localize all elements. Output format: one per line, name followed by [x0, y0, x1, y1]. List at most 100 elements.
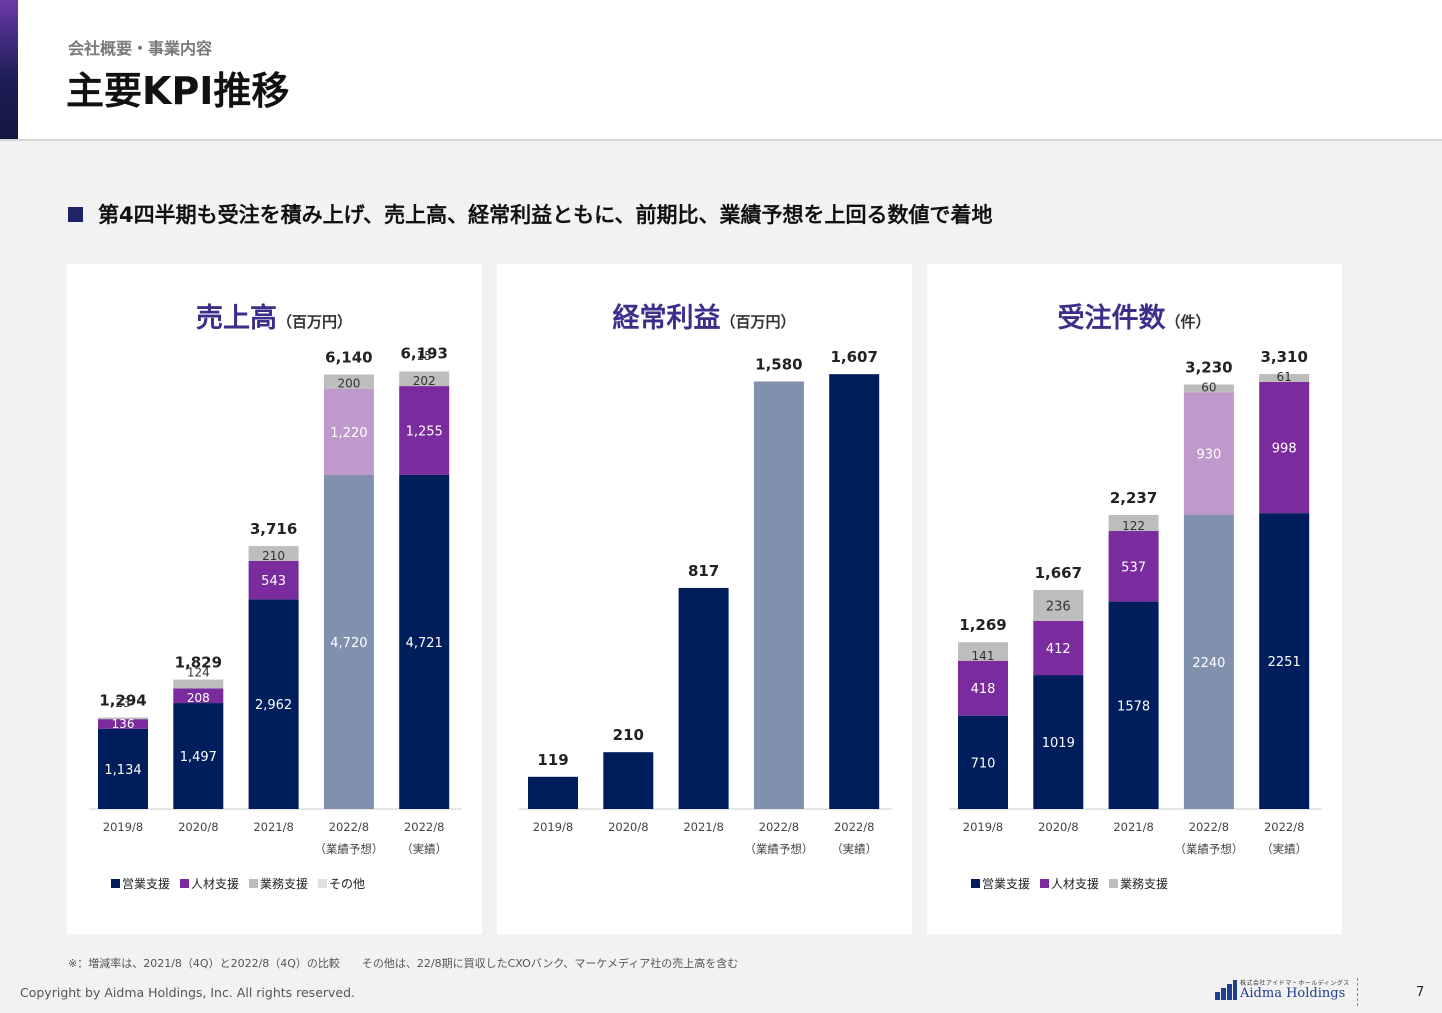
- chart-2-total-label-2: 2,237: [1110, 489, 1157, 507]
- header-accent-bar: [0, 0, 18, 139]
- breadcrumb: 会社概要・事業内容: [68, 39, 213, 58]
- chart-2-category-0: 2019/8: [963, 820, 1003, 834]
- header: 会社概要・事業内容 主要KPI推移: [0, 0, 1442, 141]
- chart-0-bar-2-seg-2: [248, 546, 299, 561]
- chart-2-bar-0-seg-2: [958, 642, 1008, 661]
- chart-0-value-label-4-0: 4,721: [406, 636, 443, 651]
- chart-0-legend-swatch-0: [111, 879, 120, 888]
- chart-0-total-label-3: 6,140: [325, 348, 372, 366]
- chart-1-bar-4-seg-0: [829, 374, 880, 809]
- chart-2-value-label-3-0: 2240: [1192, 656, 1225, 671]
- chart-2-value-label-0-1: 418: [971, 682, 996, 697]
- chart-0-legend-swatch-1: [180, 879, 189, 888]
- logo-company-kana: 株式会社アイドマ・ホールディングス: [1240, 979, 1350, 987]
- chart-2-value-label-2-0: 1578: [1117, 699, 1150, 714]
- chart-1-category-1: 2020/8: [608, 820, 648, 834]
- chart-2-legend-swatch-2: [1109, 879, 1118, 888]
- chart-2-bar-2-seg-2: [1108, 514, 1159, 532]
- chart-0-value-label-0-0: 1,134: [104, 763, 141, 778]
- chart-2-title-unit: （件）: [1165, 313, 1210, 331]
- panel-ordinary-profit: 経常利益（百万円） 119 2019/8 210 2020/8 817 2021/8 1,58…: [497, 264, 912, 934]
- chart-2-bar-0-seg-1: [958, 660, 1008, 716]
- logo-company-name: Aidma Holdings: [1240, 985, 1346, 1001]
- chart-2-bar-4-seg-2: [1259, 373, 1310, 382]
- chart-0-bar-4-seg-0: [399, 474, 450, 809]
- page-title: 主要KPI推移: [66, 69, 290, 113]
- chart-0-value-label-1-0: 1,497: [180, 750, 217, 765]
- chart-1-category-sub-3: （業績予想）: [744, 842, 813, 856]
- chart-2-legend-label-2: 業務支援: [1120, 877, 1168, 891]
- chart-1-title: 経常利益（百万円）: [612, 302, 795, 334]
- chart-2-value-label-2-1: 537: [1121, 560, 1146, 575]
- chart-2-bar-1-seg-1: [1033, 620, 1084, 676]
- chart-0-value-label-3-0: 4,720: [330, 636, 367, 651]
- chart-2-total-label-3: 3,230: [1185, 358, 1232, 376]
- chart-0-bar-1-seg-1: [173, 688, 224, 704]
- chart-0-bar-0-seg-1: [98, 719, 148, 729]
- chart-1-category-4: 2022/8: [834, 820, 874, 834]
- chart-1-category-2: 2021/8: [683, 820, 723, 834]
- chart-0-value-label-4-1: 1,255: [406, 424, 443, 439]
- orders-chart: 受注件数（件） 710 418 141 1,269 2019/8 1019 412 236 1,6…: [949, 302, 1322, 891]
- chart-2-legend-swatch-1: [1040, 879, 1049, 888]
- logo-blocks-icon: [1215, 980, 1237, 1000]
- chart-2-title-main: 受注件数: [1057, 302, 1166, 334]
- chart-0-category-3: 2022/8: [329, 820, 369, 834]
- chart-0-title-main: 売上高: [196, 302, 277, 334]
- chart-2-value-label-0-2: 141: [972, 649, 995, 663]
- headline: 第4四半期も受注を積み上げ、売上高、経常利益ともに、前期比、業績予想を上回る数値…: [68, 199, 993, 229]
- chart-1-total-label-0: 119: [537, 751, 568, 769]
- chart-2-legend-label-1: 人材支援: [1051, 877, 1099, 891]
- chart-2-category-1: 2020/8: [1038, 820, 1078, 834]
- chart-0-value-label-2-2: 210: [262, 549, 285, 563]
- chart-2-value-label-4-0: 2251: [1268, 655, 1301, 670]
- chart-2-legend-swatch-0: [971, 879, 980, 888]
- chart-2-value-label-2-2: 122: [1122, 519, 1145, 533]
- chart-0-bar-4-seg-2: [399, 371, 450, 387]
- chart-0-total-label-1: 1,829: [175, 654, 222, 672]
- chart-2-total-label-4: 3,310: [1260, 348, 1307, 366]
- chart-2-bar-0-seg-0: [958, 715, 1008, 809]
- chart-2-category-sub-4: （実績）: [1261, 842, 1307, 856]
- chart-2-bar-1-seg-2: [1033, 589, 1084, 621]
- chart-0-bar-3-seg-1: [323, 388, 374, 475]
- chart-2-category-2: 2021/8: [1113, 820, 1153, 834]
- chart-0-category-4: 2022/8: [404, 820, 444, 834]
- chart-0-legend-label-2: 業務支援: [260, 877, 308, 891]
- chart-1-bar-3-seg-0: [753, 381, 804, 809]
- chart-0-value-label-2-1: 543: [261, 574, 286, 589]
- chart-0-bar-2-seg-0: [248, 599, 299, 809]
- chart-2-bar-2-seg-1: [1108, 531, 1159, 602]
- chart-0-category-0: 2019/8: [103, 820, 143, 834]
- chart-0-legend-label-0: 営業支援: [122, 877, 170, 891]
- chart-1-category-sub-4: （実績）: [831, 842, 877, 856]
- footer-divider: [1357, 978, 1358, 1006]
- chart-2-value-label-3-1: 930: [1196, 447, 1221, 462]
- chart-0-bar-3-seg-0: [323, 474, 374, 809]
- chart-0-legend-swatch-2: [249, 879, 258, 888]
- panel-sales: 売上高（百万円） 1,134 136 23 1,294 2019/8 1,497 208 124…: [67, 264, 482, 934]
- chart-2-bar-4-seg-1: [1259, 381, 1310, 514]
- chart-1-category-3: 2022/8: [759, 820, 799, 834]
- chart-0-legend-swatch-3: [318, 879, 327, 888]
- headline-text: 第4四半期も受注を積み上げ、売上高、経常利益ともに、前期比、業績予想を上回る数値…: [98, 203, 993, 227]
- chart-2-value-label-4-1: 998: [1272, 442, 1297, 457]
- chart-2-bar-2-seg-0: [1108, 601, 1159, 809]
- chart-2-legend-label-0: 営業支援: [982, 877, 1030, 891]
- chart-2-category-4: 2022/8: [1264, 820, 1304, 834]
- chart-2-bar-3-seg-2: [1183, 384, 1234, 393]
- chart-0-category-sub-4: （実績）: [401, 842, 447, 856]
- chart-2-category-3: 2022/8: [1189, 820, 1229, 834]
- ordinary-profit-chart: 経常利益（百万円） 119 2019/8 210 2020/8 817 2021/8 1,58…: [519, 302, 892, 856]
- chart-1-total-label-3: 1,580: [755, 355, 802, 373]
- chart-0-bar-1-seg-0: [173, 703, 224, 809]
- footnote: ※：増減率は、2021/8（4Q）と2022/8（4Q）の比較 その他は、22/…: [68, 957, 739, 970]
- chart-0-bar-2-seg-1: [248, 560, 299, 600]
- chart-2-value-label-3-2: 60: [1201, 380, 1216, 394]
- chart-0-value-label-0-2: 23: [115, 696, 130, 710]
- chart-0-bar-0-seg-0: [98, 728, 148, 809]
- company-logo: 株式会社アイドマ・ホールディングス Aidma Holdings: [1215, 980, 1350, 1000]
- chart-1-bar-0-seg-0: [528, 776, 578, 809]
- chart-0-legend-label-1: 人材支援: [191, 877, 239, 891]
- chart-2-value-label-1-2: 236: [1046, 599, 1071, 614]
